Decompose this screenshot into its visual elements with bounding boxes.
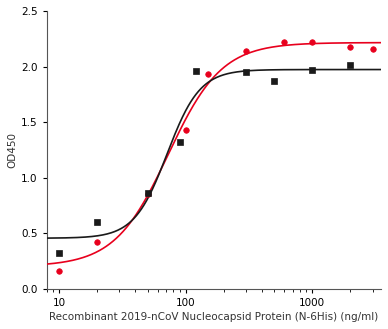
X-axis label: Recombinant 2019-nCoV Nucleocapsid Protein (N-6His) (ng/ml): Recombinant 2019-nCoV Nucleocapsid Prote… [49, 312, 379, 322]
Y-axis label: OD450: OD450 [7, 132, 17, 168]
